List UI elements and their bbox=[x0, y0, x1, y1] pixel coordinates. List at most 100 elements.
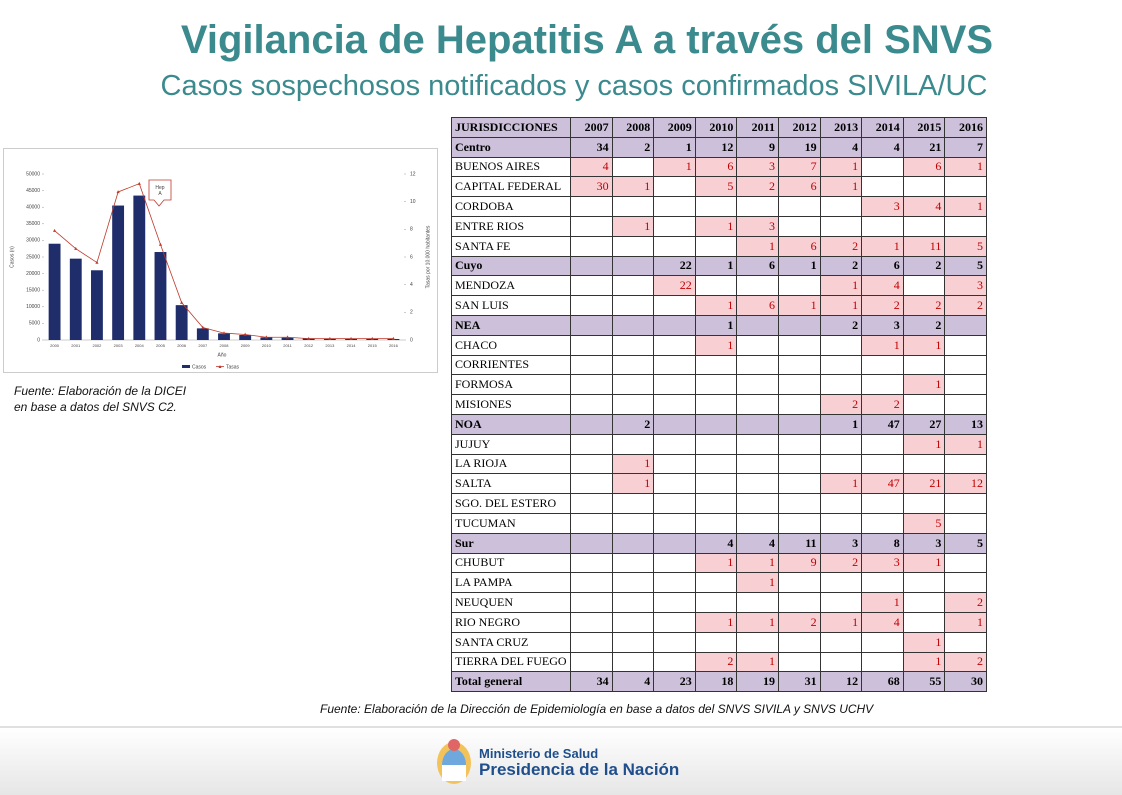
cell bbox=[611, 275, 655, 297]
cell bbox=[694, 473, 738, 495]
cell: 2 bbox=[819, 235, 863, 257]
cell bbox=[819, 631, 863, 653]
y-tick-label: 0 bbox=[37, 337, 40, 343]
cell: 30 bbox=[570, 176, 613, 198]
cell: 2 bbox=[861, 394, 904, 415]
cell bbox=[736, 394, 779, 415]
cell: 5 bbox=[694, 176, 738, 198]
cell: 3 bbox=[861, 314, 904, 336]
cell bbox=[819, 374, 863, 396]
bar bbox=[281, 337, 294, 340]
cell: 2 bbox=[777, 611, 821, 633]
cell bbox=[861, 651, 904, 673]
cell bbox=[570, 215, 613, 237]
cell: 19 bbox=[736, 671, 779, 693]
row-label: Centro bbox=[451, 136, 571, 158]
cell bbox=[861, 512, 904, 534]
cell: 1 bbox=[861, 592, 904, 613]
cell: 5 bbox=[902, 512, 946, 534]
x-tick-label: 2001 bbox=[71, 343, 81, 348]
cell bbox=[861, 433, 904, 455]
cell: 5 bbox=[944, 255, 987, 277]
cell bbox=[611, 572, 655, 594]
cell bbox=[777, 631, 821, 653]
row-label: SALTA bbox=[451, 473, 571, 495]
cell: 1 bbox=[861, 235, 904, 257]
y-tick-label: 5000 bbox=[29, 321, 40, 327]
cell bbox=[653, 493, 696, 514]
cell bbox=[777, 354, 821, 376]
row-label: CHACO bbox=[451, 334, 571, 356]
bar bbox=[69, 258, 82, 340]
marker bbox=[328, 336, 332, 340]
bar bbox=[260, 337, 273, 340]
row-label: CORDOBA bbox=[451, 196, 571, 217]
row-label: LA RIOJA bbox=[451, 453, 571, 475]
legend-label: Casos bbox=[192, 364, 207, 370]
cell: 11 bbox=[777, 532, 821, 554]
cell: 1 bbox=[736, 552, 779, 574]
y-tick-label: 45000 bbox=[26, 188, 40, 194]
cell: 1 bbox=[902, 433, 946, 455]
province-row: CHACO 1 1 1 bbox=[451, 334, 987, 356]
subtitle: Casos sospechosos notificados y casos co… bbox=[160, 70, 988, 102]
header-cell: 2013 bbox=[819, 117, 863, 138]
cell: 6 bbox=[736, 295, 779, 316]
cell bbox=[570, 235, 613, 257]
cell bbox=[777, 512, 821, 534]
cell bbox=[861, 176, 904, 198]
callout bbox=[148, 179, 172, 207]
table-source: Fuente: Elaboración de la Dirección de E… bbox=[320, 702, 874, 716]
row-label: NEUQUEN bbox=[451, 592, 571, 613]
cell bbox=[736, 314, 779, 336]
cell bbox=[694, 453, 738, 475]
row-label: CHUBUT bbox=[451, 552, 571, 574]
footer-line: Presidencia de la Nación bbox=[479, 760, 680, 779]
cell bbox=[777, 275, 821, 297]
cell bbox=[694, 413, 738, 435]
cell: 2 bbox=[819, 552, 863, 574]
cell: 18 bbox=[694, 671, 738, 693]
cell bbox=[819, 354, 863, 376]
marker bbox=[201, 325, 205, 329]
cell bbox=[611, 314, 655, 336]
cell bbox=[861, 215, 904, 237]
cell bbox=[653, 314, 696, 336]
cell: 7 bbox=[944, 136, 987, 158]
cell bbox=[944, 374, 987, 396]
cell: 4 bbox=[819, 136, 863, 158]
cell: 1 bbox=[653, 156, 696, 178]
row-label: LA PAMPA bbox=[451, 572, 571, 594]
cell bbox=[861, 572, 904, 594]
chart: 0500010000150002000025000300003500040000… bbox=[3, 148, 438, 373]
cell bbox=[736, 473, 779, 495]
cell bbox=[653, 433, 696, 455]
header-cell: 2008 bbox=[611, 117, 655, 138]
cell bbox=[777, 493, 821, 514]
cell: 1 bbox=[694, 255, 738, 277]
cell bbox=[611, 196, 655, 217]
cell bbox=[611, 394, 655, 415]
cell: 2 bbox=[611, 413, 655, 435]
cell bbox=[653, 512, 696, 534]
cell bbox=[902, 572, 946, 594]
cell: 3 bbox=[902, 532, 946, 554]
province-row: SALTA 1 1 47 21 12 bbox=[451, 473, 987, 495]
x-tick-label: 2004 bbox=[135, 343, 145, 348]
cell bbox=[777, 433, 821, 455]
cell: 1 bbox=[902, 334, 946, 356]
cell bbox=[819, 334, 863, 356]
cell bbox=[653, 176, 696, 198]
row-label: CAPITAL FEDERAL bbox=[451, 176, 571, 198]
cell bbox=[944, 176, 987, 198]
marker bbox=[264, 335, 268, 339]
cell bbox=[902, 394, 946, 415]
province-row: CORRIENTES bbox=[451, 354, 987, 376]
cell bbox=[653, 215, 696, 237]
cell: 4 bbox=[861, 275, 904, 297]
row-label: SAN LUIS bbox=[451, 295, 571, 316]
cell: 1 bbox=[777, 295, 821, 316]
cell: 12 bbox=[694, 136, 738, 158]
marker bbox=[158, 242, 163, 246]
cell: 2 bbox=[944, 592, 987, 613]
